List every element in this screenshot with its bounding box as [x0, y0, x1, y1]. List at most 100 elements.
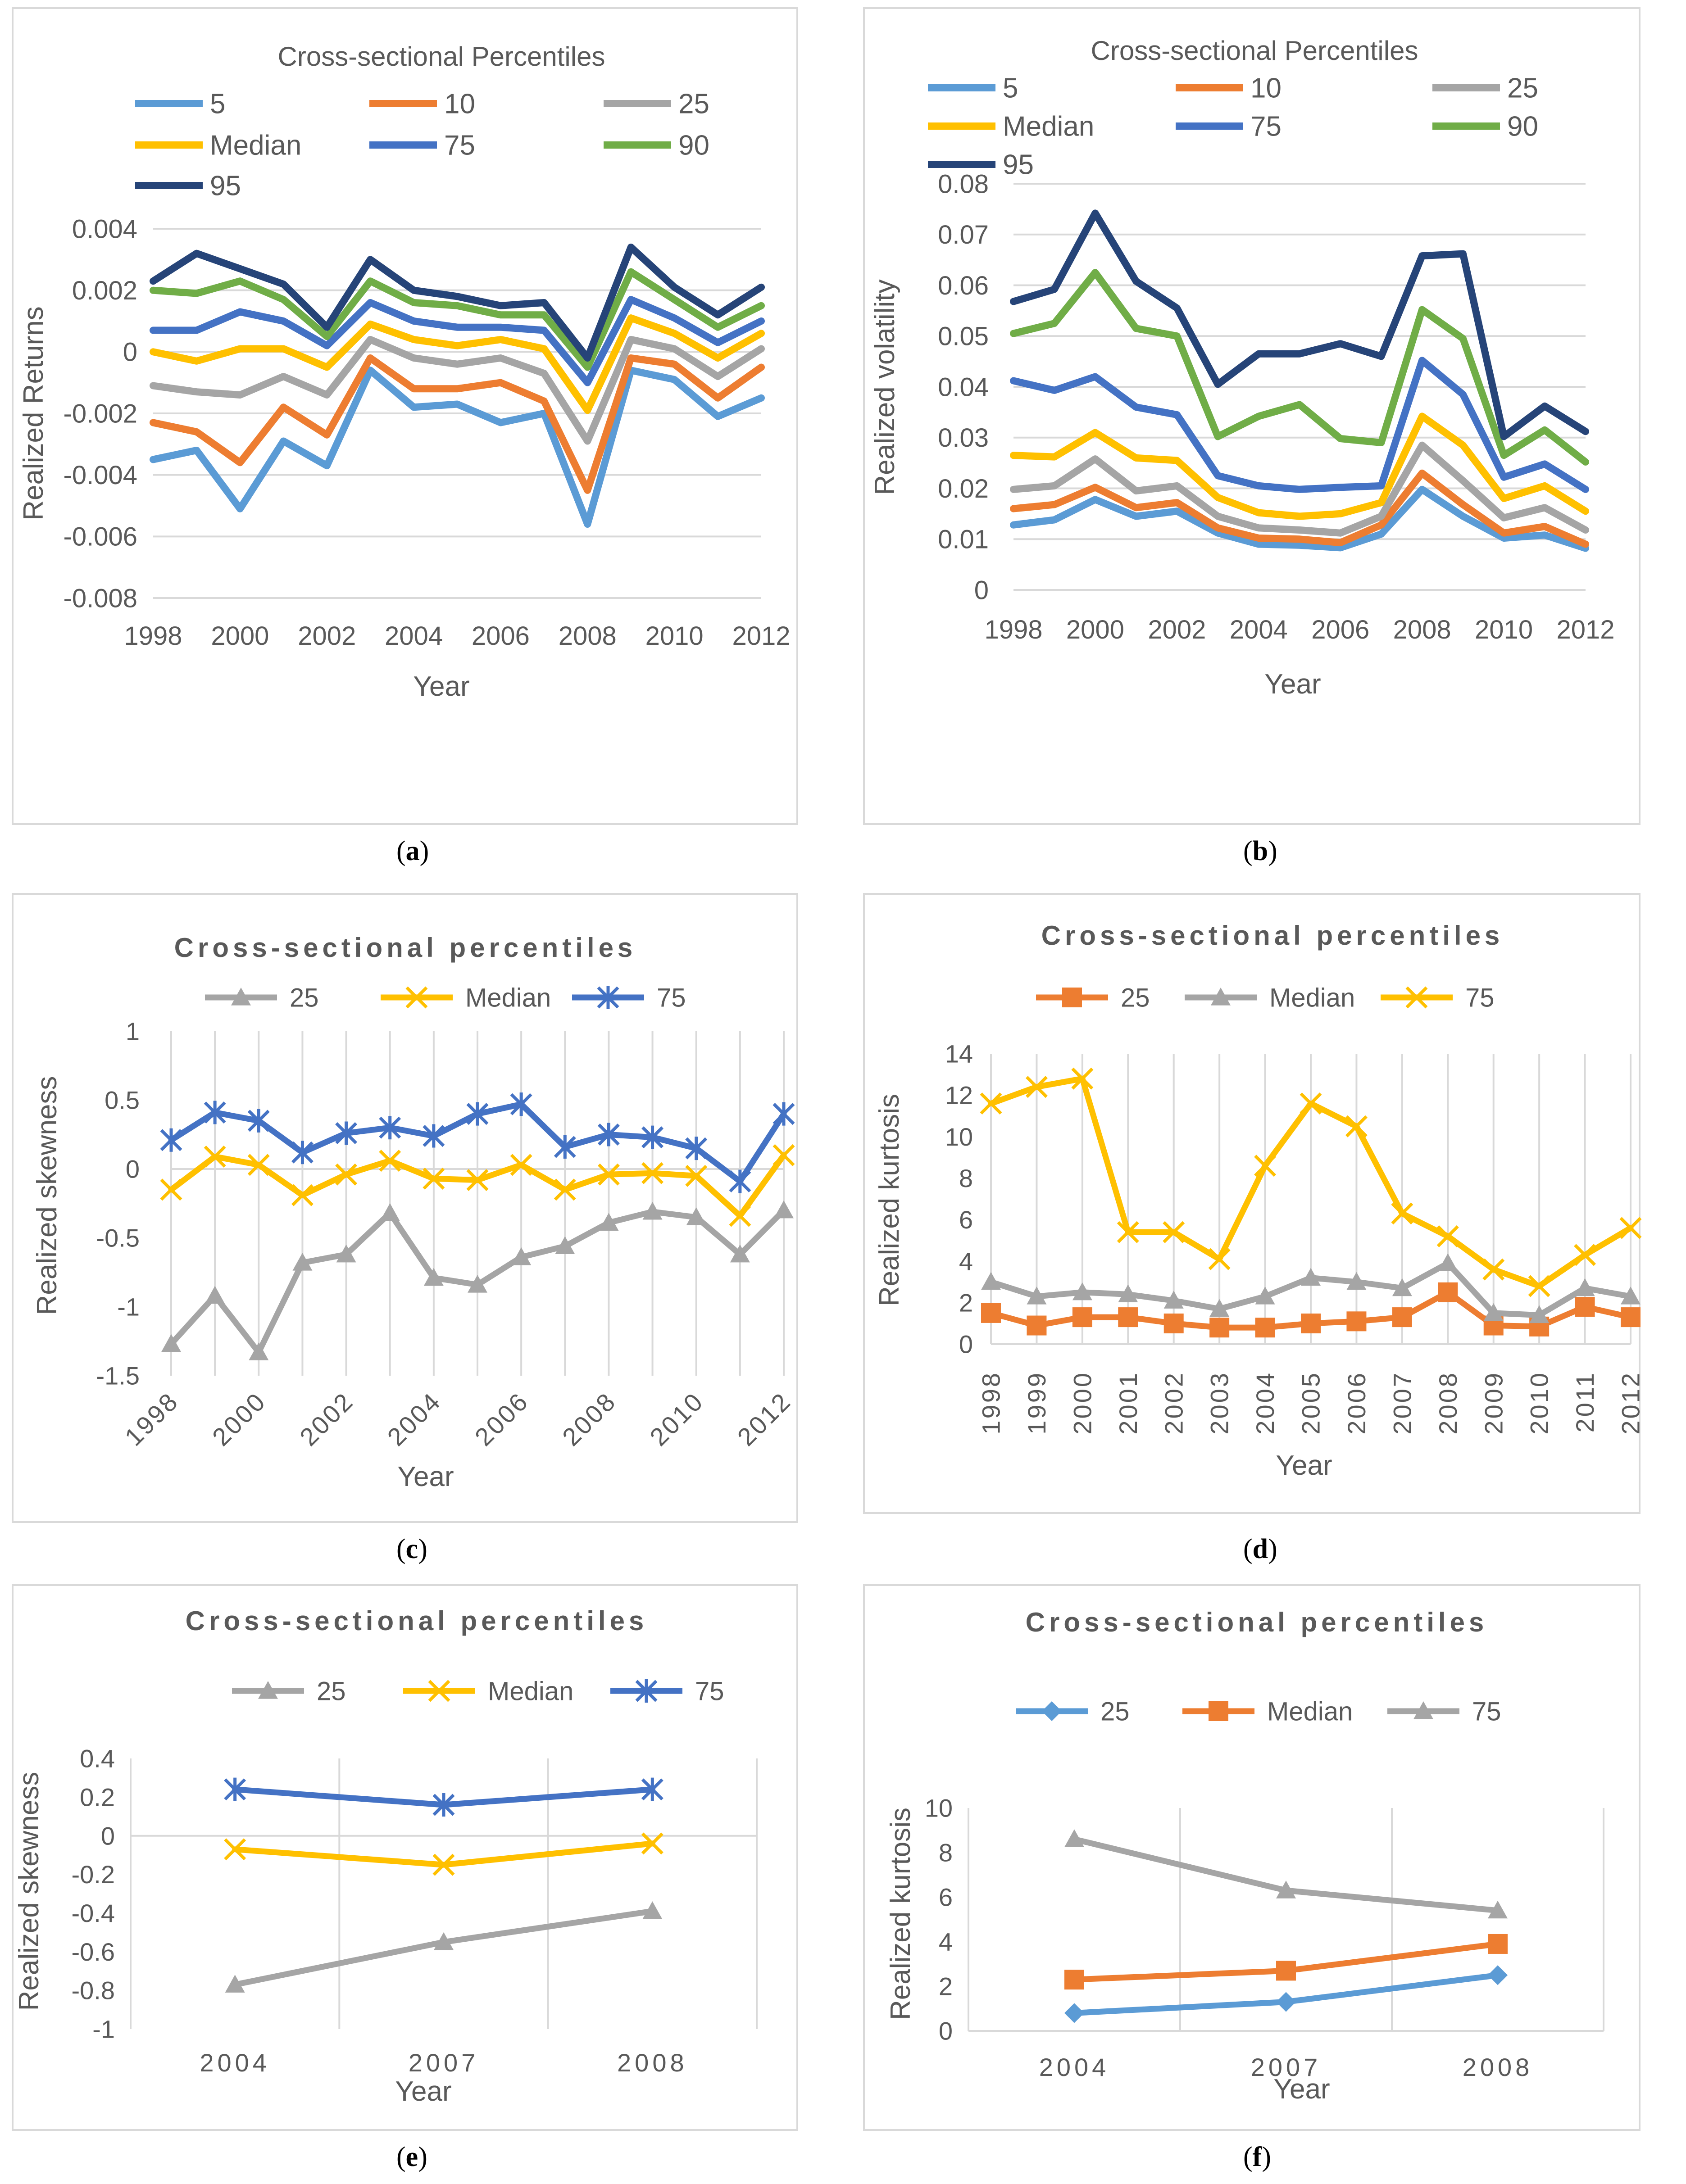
chart-panel-b: 0 0.01 0.02 0.03 0.04 0.05 0.06 0.07 0.08 1998 200…: [863, 7, 1641, 825]
x-tick-label: 1998: [984, 615, 1042, 644]
x-tick-label: 2000: [211, 621, 269, 651]
x-tick-label: 1998: [977, 1371, 1005, 1435]
y-tick-label: -0.006: [64, 522, 137, 552]
data-point-median: [641, 1832, 663, 1855]
y-tick-label: 12: [945, 1081, 973, 1110]
y-tick-label: 0.06: [938, 271, 989, 300]
y-tick-label: -1.5: [96, 1362, 140, 1390]
legend-label-25: 25: [317, 1677, 346, 1706]
y-tick-label: 0: [939, 2017, 953, 2045]
x-tick-label: 2012: [732, 621, 790, 651]
data-point-75: [1528, 1275, 1550, 1297]
chart-panel-f: 0 2 4 6 8 10 2004 2007 2008 Year Realized kurtosis…: [863, 1584, 1641, 2131]
legend-label-25: 25: [678, 89, 709, 120]
x-tick-label: 2004: [200, 2048, 270, 2077]
legend-label-10: 10: [444, 89, 475, 120]
data-point-75: [423, 1124, 445, 1148]
y-axis-title: Realized skewness: [14, 1772, 45, 2011]
x-tick-label: 2004: [1230, 615, 1288, 644]
legend-label-90: 90: [1507, 111, 1538, 142]
data-point-25: [336, 1244, 356, 1263]
x-axis-title: Year: [1264, 669, 1321, 700]
legend-label-95: 95: [1003, 150, 1034, 181]
data-point-75: [1482, 1258, 1505, 1281]
data-point-25: [1064, 2003, 1084, 2023]
legend-marker-median: [1211, 988, 1231, 1006]
data-point-25: [1209, 1318, 1230, 1338]
data-point-median: [1392, 1278, 1412, 1296]
legend-marker-75: [635, 1679, 658, 1703]
y-tick-label: -0.4: [72, 1899, 115, 1927]
x-tick-label: 2000: [1068, 1371, 1096, 1435]
data-point-25: [1301, 1313, 1321, 1333]
x-tick-label: 2001: [1114, 1371, 1142, 1435]
data-point-75: [1276, 1880, 1296, 1899]
x-tick-label: 1998: [124, 621, 182, 651]
y-tick-label: 0.08: [938, 169, 989, 199]
y-tick-label: 6: [939, 1883, 953, 1912]
data-point-median: [224, 1838, 246, 1861]
y-tick-label: 4: [959, 1247, 973, 1275]
data-point-25: [225, 1975, 245, 1993]
y-tick-label: 0: [959, 1330, 973, 1359]
data-point-25: [1346, 1311, 1367, 1332]
data-point-75: [685, 1137, 708, 1160]
y-tick-label: 0.04: [938, 372, 989, 402]
y-axis-title: Realized kurtosis: [874, 1094, 905, 1306]
data-point-75: [291, 1141, 314, 1164]
panel-label-f: (f): [1243, 2142, 1271, 2172]
chart-panel-e: -1 -0.8 -0.6 -0.4 -0.2 0 0.2 0.4 2004 2007 2008 Yea…: [12, 1584, 798, 2131]
series-line-75: [1010, 357, 1589, 493]
data-point-25: [249, 1342, 269, 1360]
series-line-90: [150, 268, 765, 371]
data-point-25: [1027, 1315, 1047, 1336]
data-point-median: [1163, 1291, 1184, 1309]
legend-marker-25: [231, 988, 251, 1006]
data-point-75: [641, 1777, 663, 1801]
series-line-10: [1010, 469, 1589, 548]
y-tick-label: 0: [101, 1822, 115, 1850]
x-tick-label: 1999: [1023, 1371, 1051, 1435]
data-point-75: [1436, 1225, 1459, 1247]
data-point-75: [224, 1777, 246, 1801]
chart-frame: [863, 1584, 1641, 2131]
data-point-25: [730, 1244, 750, 1263]
legend-marker-75: [597, 986, 619, 1009]
y-tick-label: 0.5: [105, 1086, 140, 1115]
chart-title: Cross-sectional percentiles: [174, 933, 637, 963]
data-point-25: [642, 1901, 663, 1919]
legend-label-25: 25: [1121, 983, 1150, 1012]
legend-label-75: 75: [695, 1677, 724, 1706]
data-point-median: [379, 1150, 401, 1172]
data-point-75: [1208, 1248, 1231, 1270]
data-point-25: [1276, 1992, 1296, 2012]
data-point-median: [1438, 1253, 1458, 1271]
data-point-median: [247, 1154, 270, 1176]
series-line-75: [150, 296, 765, 386]
data-point-25: [434, 1932, 454, 1950]
x-tick-label: 2012: [1617, 1371, 1645, 1435]
data-point-75: [335, 1121, 358, 1145]
series-line-median: [1010, 412, 1589, 520]
legend-marker-75: [1405, 986, 1428, 1009]
legend-label-10: 10: [1250, 73, 1282, 104]
y-tick-label: 10: [925, 1794, 953, 1822]
legend-label-25: 25: [1100, 1697, 1130, 1726]
data-point-25: [642, 1201, 663, 1220]
y-tick-label: 6: [959, 1205, 973, 1234]
data-point-75: [1163, 1221, 1185, 1243]
data-point-75: [160, 1128, 182, 1152]
x-tick-label: 2010: [1525, 1371, 1554, 1435]
series-line-90: [1010, 269, 1589, 466]
x-axis-title: Year: [1273, 2074, 1330, 2105]
y-tick-label: -0.2: [72, 1860, 115, 1889]
data-point-75: [773, 1102, 795, 1126]
x-tick-label: 2004: [385, 621, 443, 651]
x-axis-title: Year: [397, 1461, 454, 1492]
legend-label-75: 75: [657, 983, 686, 1012]
data-point-25: [1072, 1307, 1092, 1328]
x-tick-label: 2004: [1039, 2053, 1110, 2081]
legend-label-median: Median: [1267, 1697, 1353, 1726]
x-tick-label: 2002: [298, 621, 356, 651]
data-point-75: [1345, 1115, 1368, 1137]
